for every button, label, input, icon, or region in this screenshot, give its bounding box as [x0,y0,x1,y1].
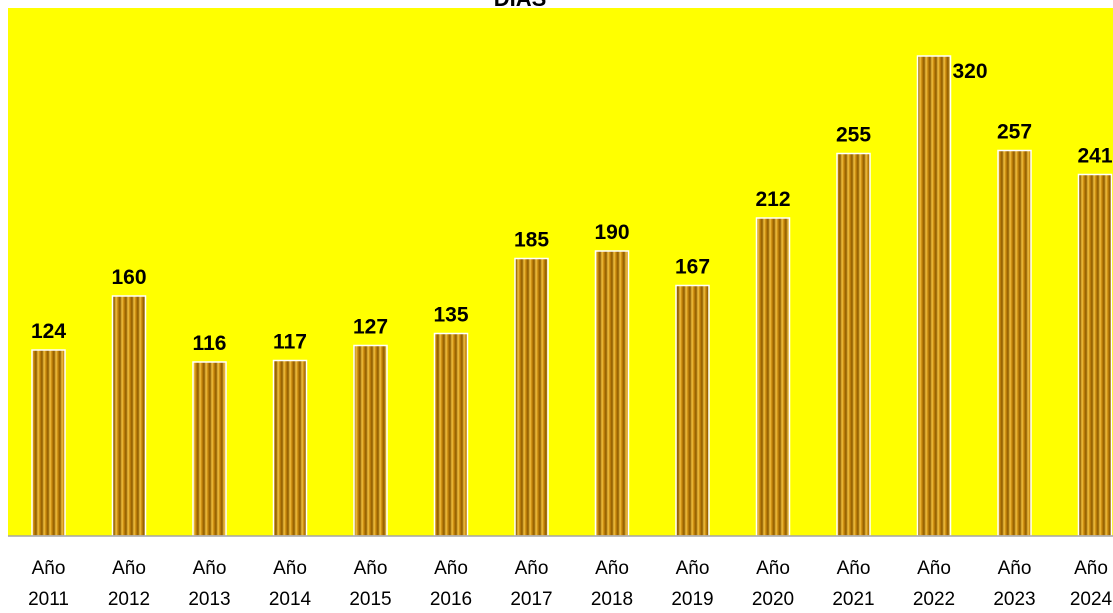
x-tick-label-2015: Año 2015 [349,558,391,610]
bar-2017 [514,257,549,537]
bar-2014 [272,359,308,537]
data-label-2017: 185 [514,229,549,252]
bar-2011 [31,349,66,537]
data-label-2014: 117 [273,331,307,354]
bar-2022 [916,55,952,537]
bar-2013 [192,361,227,537]
data-label-2013: 116 [193,332,227,355]
x-tick-label-2021: Año 2021 [832,558,874,610]
x-tick-label-2012: Año 2012 [108,558,150,610]
x-tick-label-2019: Año 2019 [671,558,713,610]
data-label-2024: 241 [1077,145,1112,168]
data-labels-group: 124 160 116 117 127 135 185 190 167 212 255 320 257 2… [31,60,1113,355]
x-tick-label-2013: Año 2013 [188,558,230,610]
x-tick-label-2014: Año 2014 [269,558,312,610]
bar-2012 [111,295,147,537]
bar-2016 [433,332,469,537]
x-tick-label-2020: Año 2020 [752,558,794,610]
data-label-2023: 257 [997,121,1032,144]
x-tick-label-2024: Año 2024 [1070,558,1113,610]
x-tick-label-2017: Año 2017 [510,558,552,610]
x-tick-label-2016: Año 2016 [430,558,472,610]
x-tick-label-2022: Año 2022 [913,558,955,610]
bar-2019 [675,284,710,537]
data-label-2015: 127 [353,316,388,339]
data-label-2020: 212 [755,188,790,211]
bar-2023 [997,149,1032,537]
data-label-2022: 320 [952,60,987,83]
x-tick-label-2011: Año 2011 [28,558,69,610]
x-tick-label-2023: Año 2023 [993,558,1035,610]
data-label-2011: 124 [31,320,66,343]
bar-2018 [594,250,630,537]
data-label-2019: 167 [675,256,710,279]
data-label-2018: 190 [594,221,629,244]
x-tick-label-2018: Año 2018 [591,558,633,610]
bar-2020 [755,217,791,537]
bar-2024 [1077,173,1113,537]
bar-2021 [836,152,871,537]
data-label-2012: 160 [111,266,146,289]
data-label-2021: 255 [836,124,871,147]
bar-2015 [353,344,388,537]
bars-group [31,55,1113,537]
x-tick-labels-group: Año 2011 Año 2012 Año 2013 Año 2014 Año 2015 Año 20… [28,558,1112,610]
data-label-2016: 135 [433,304,468,327]
chart-title: DIAS [494,0,547,11]
